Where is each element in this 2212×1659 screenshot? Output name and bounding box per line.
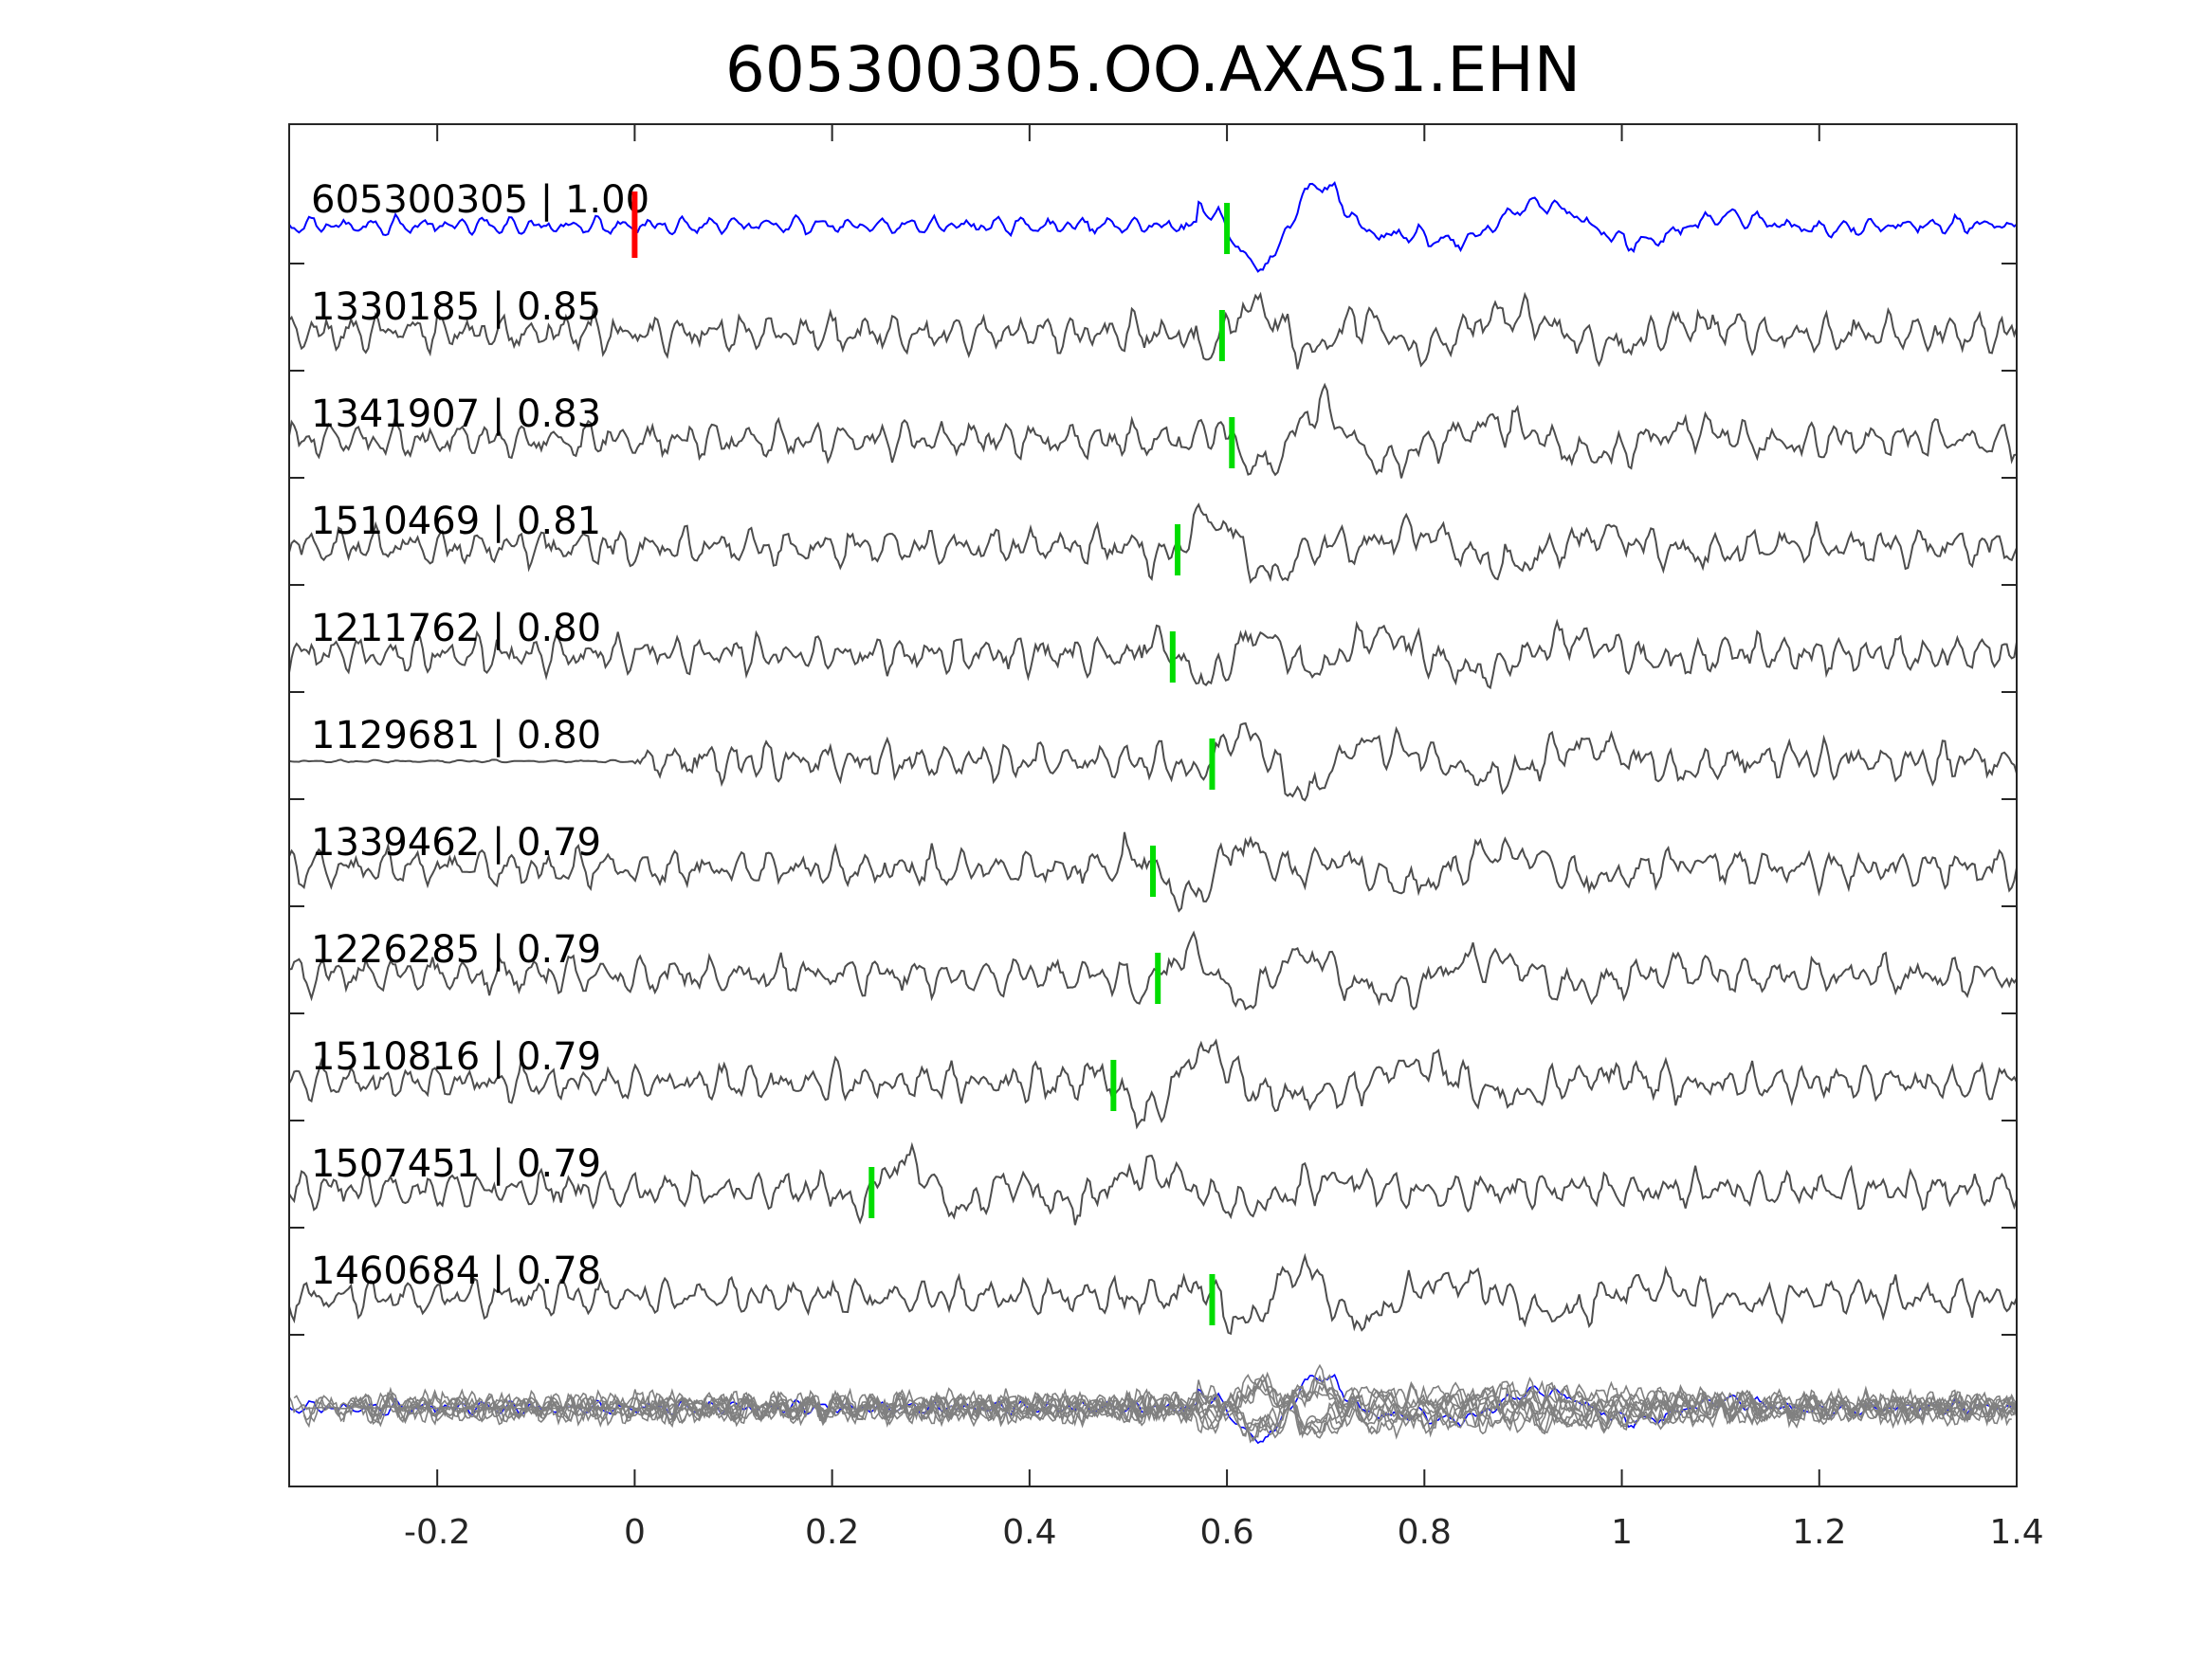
chart-title: 605300305.OO.AXAS1.EHN (725, 33, 1581, 106)
overlay-line-1460684 (302, 1374, 2018, 1437)
labels-layer: 605300305 | 1.00 1330185 | 0.85 1341907 | … (311, 178, 649, 1293)
x-tick-label: 1.2 (1792, 1513, 1846, 1552)
trace-line-1510816 (288, 1038, 2018, 1130)
trace-label-1211762: 1211762 | 0.80 (311, 607, 601, 650)
trace-label-1510816: 1510816 | 0.79 (311, 1035, 601, 1079)
x-tick-label: 1.4 (1989, 1513, 2043, 1552)
plot-frame (288, 123, 2018, 1487)
trace-line-1510469 (288, 502, 2018, 584)
trace-line-1330185 (288, 291, 2018, 370)
trace-line-1211762 (288, 618, 2018, 690)
trace-label-1129681: 1129681 | 0.80 (311, 714, 601, 757)
x-axis: -0.2 0 0.2 0.4 0.6 0.8 1 1.2 1.4 (289, 124, 2044, 1552)
trace-label-1460684: 1460684 | 0.78 (311, 1249, 601, 1293)
overlay-line-1510469 (338, 1374, 2018, 1436)
trace-label-605300305: 605300305 | 1.00 (311, 178, 649, 222)
trace-line-1507451 (288, 1141, 2018, 1226)
x-tick-label: 0.8 (1398, 1513, 1452, 1552)
x-tick-label: 1 (1611, 1513, 1633, 1552)
x-tick-label: 0.2 (805, 1513, 859, 1552)
trace-line-1129681 (288, 721, 2018, 802)
trace-line-1341907 (288, 382, 2018, 479)
trace-label-1330185: 1330185 | 0.85 (311, 285, 601, 329)
x-tick-label: 0.4 (1002, 1513, 1056, 1552)
x-tick-label: -0.2 (404, 1513, 470, 1552)
trace-label-1341907: 1341907 | 0.83 (311, 392, 601, 436)
trace-line-1460684 (288, 1252, 2018, 1336)
picks-layer (631, 191, 1235, 1325)
trace-label-1226285: 1226285 | 0.79 (311, 928, 601, 972)
trace-line-1226285 (288, 930, 2018, 1011)
trace-label-1507451: 1507451 | 0.79 (311, 1142, 601, 1186)
x-tick-label: 0 (624, 1513, 646, 1552)
trace-line-605300305 (288, 180, 2018, 273)
trace-label-1510469: 1510469 | 0.81 (311, 500, 601, 543)
overlay-line-1226285 (357, 1373, 2018, 1435)
traces-layer (288, 180, 2018, 1336)
overlay-layer (288, 1363, 2018, 1445)
x-tick-label: 0.6 (1199, 1513, 1253, 1552)
trace-label-1339462: 1339462 | 0.79 (311, 821, 601, 865)
